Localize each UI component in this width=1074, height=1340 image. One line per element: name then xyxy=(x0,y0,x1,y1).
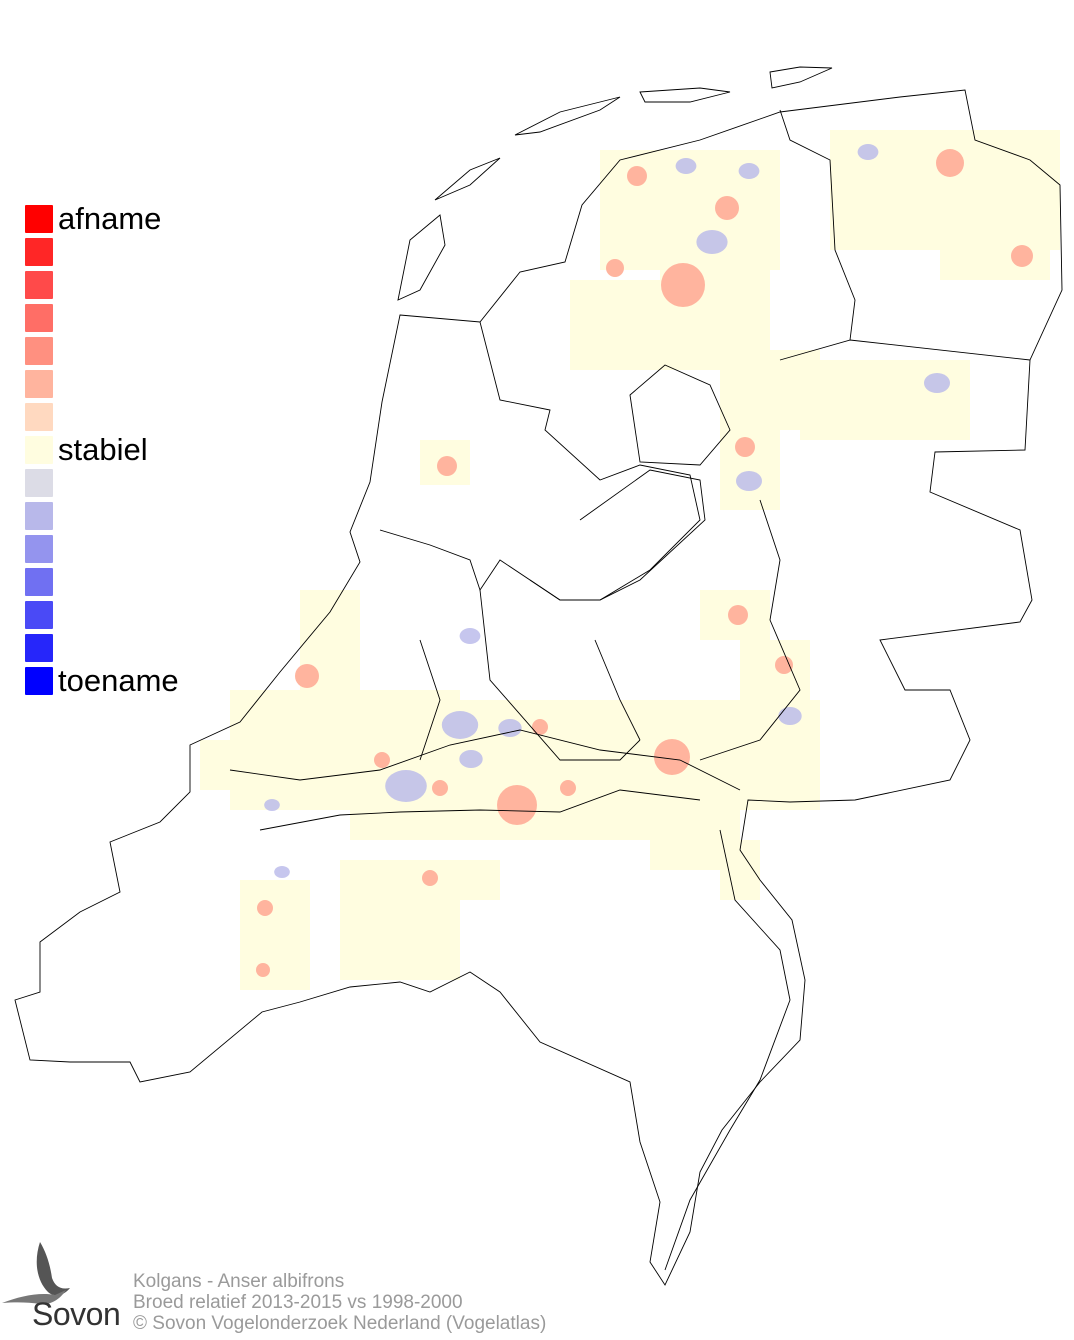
logo-text: Sovon xyxy=(32,1296,121,1332)
species-title: Kolgans - Anser albifrons xyxy=(133,1271,345,1292)
footer: Kolgans - Anser albifrons Broed relatief… xyxy=(133,1271,546,1334)
legend-swatch xyxy=(25,205,53,233)
increase-area xyxy=(274,866,290,878)
terschelling-island xyxy=(514,96,621,136)
decrease-area xyxy=(654,739,690,775)
legend-swatch xyxy=(25,469,53,497)
decrease-area xyxy=(295,664,319,688)
decrease-area xyxy=(715,196,739,220)
vlieland-island xyxy=(434,157,501,201)
map-subtitle: Broed relatief 2013-2015 vs 1998-2000 xyxy=(133,1292,463,1313)
stable-area xyxy=(720,420,780,510)
decrease-area xyxy=(606,259,624,277)
decrease-area xyxy=(532,719,548,735)
flevoland-outline xyxy=(529,364,731,601)
legend-swatch xyxy=(25,403,53,431)
decrease-area xyxy=(257,900,273,916)
stable-area xyxy=(240,880,310,990)
decrease-area xyxy=(422,870,438,886)
increase-area xyxy=(696,230,728,254)
legend-swatch xyxy=(25,535,53,563)
decrease-area xyxy=(936,149,964,177)
change-blobs xyxy=(200,130,1060,990)
legend-swatch xyxy=(25,502,53,530)
mainland-outline xyxy=(14,89,1063,1286)
decrease-area xyxy=(432,780,448,796)
decrease-area xyxy=(735,437,755,457)
increase-area xyxy=(441,711,479,739)
legend-swatch xyxy=(25,601,53,629)
ijsselmeer-shore xyxy=(379,321,701,601)
increase-area xyxy=(736,471,762,491)
increase-area xyxy=(924,373,950,393)
legend-swatch xyxy=(25,238,53,266)
sovon-swallow-logo xyxy=(2,1242,70,1305)
increase-area xyxy=(385,770,427,802)
legend-swatch xyxy=(25,436,53,464)
legend-swatch xyxy=(25,634,53,662)
province-border xyxy=(419,109,1031,761)
stable-area xyxy=(940,220,1050,280)
increase-area xyxy=(459,628,481,644)
increase-area xyxy=(498,719,522,737)
decrease-area xyxy=(775,656,793,674)
increase-area xyxy=(264,799,280,811)
decrease-area xyxy=(437,456,457,476)
texel-island xyxy=(397,214,446,301)
legend-label-afname: afname xyxy=(58,201,162,236)
decrease-area xyxy=(374,752,390,768)
increase-area xyxy=(857,144,879,160)
decrease-area xyxy=(560,780,576,796)
decrease-area xyxy=(1011,245,1033,267)
schiermonnikoog-island xyxy=(769,66,833,89)
decrease-area xyxy=(728,605,748,625)
stable-area xyxy=(200,740,350,790)
legend-swatch xyxy=(25,271,53,299)
legend-label-stabiel: stabiel xyxy=(58,432,148,467)
rivers xyxy=(229,729,791,1271)
increase-area xyxy=(778,707,802,725)
decrease-area xyxy=(661,263,705,307)
increase-area xyxy=(459,750,483,768)
increase-area xyxy=(738,163,760,179)
decrease-area xyxy=(497,785,537,825)
decrease-area xyxy=(627,166,647,186)
map-outlines xyxy=(14,66,1063,1286)
legend-swatch xyxy=(25,337,53,365)
legend-swatch xyxy=(25,370,53,398)
legend-label-toename: toename xyxy=(58,663,179,698)
stable-area xyxy=(800,360,970,440)
increase-area xyxy=(675,158,697,174)
ameland-island xyxy=(639,87,731,103)
legend-swatch xyxy=(25,568,53,596)
legend-swatch xyxy=(25,304,53,332)
copyright: © Sovon Vogelonderzoek Nederland (Vogela… xyxy=(133,1313,547,1334)
legend-swatch xyxy=(25,667,53,695)
decrease-area xyxy=(256,963,270,977)
